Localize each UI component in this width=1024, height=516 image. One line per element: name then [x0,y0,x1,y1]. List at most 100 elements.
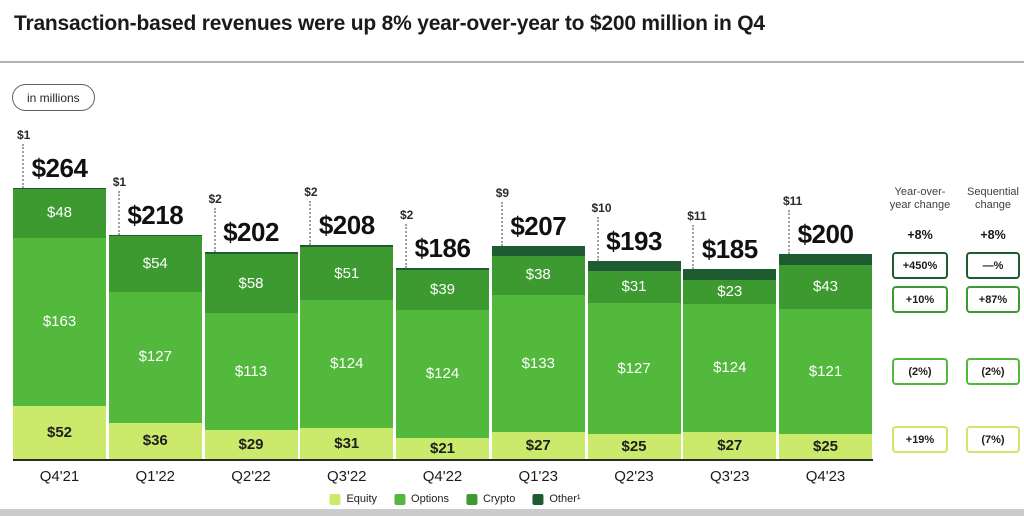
other-callout-label-q1-23: $9 [495,186,510,201]
yoy-change-box-crypto: +10% [892,286,948,313]
bar-segment-q3-22-crypto [300,247,394,301]
bar-total-label-q4-21: $264 [31,152,88,183]
seq-change-box-equity: (7%) [966,426,1020,453]
seq-total-change: +8% [980,228,1006,242]
x-axis-label-q4-21: Q4'21 [39,468,80,485]
other-callout-label-q4-21: $1 [17,127,31,142]
legend-label-options: Options [411,493,449,505]
bar-segment-q4-23-equity [779,434,872,460]
bar-segment-q1-23-other [491,246,585,256]
legend-item-equity: Equity [329,493,377,505]
equity-legend-swatch-icon [329,493,341,505]
bar-segment-q2-23-other [587,260,681,272]
bar-segment-q2-22-other [204,251,298,254]
bar-segment-q4-22-crypto [396,270,489,311]
bar-total-label-q1-22: $218 [127,200,184,231]
legend: Equity Options Crypto Other¹ [329,493,581,505]
bar-segment-q4-21-crypto [13,188,106,239]
bar-segment-q3-23-crypto [683,280,777,305]
bar-total-label-q4-23: $200 [797,218,854,249]
units-badge-label: in millions [27,90,80,105]
x-axis-label-q3-23: Q3'23 [709,468,750,485]
legend-label-crypto: Crypto [482,493,516,505]
x-axis-label-q1-22: Q1'22 [135,468,176,485]
legend-item-other: Other¹ [532,493,581,505]
other-callout-line-q1-22 [117,191,120,236]
x-axis-label-q4-23: Q4'23 [805,468,846,485]
seq-change-box-other: —% [966,252,1020,279]
page-title: Transaction-based revenues were up 8% ye… [14,12,765,35]
yoy-total-change: +8% [907,228,933,242]
other-callout-label-q1-22: $1 [112,175,127,190]
seq-change-box-crypto: +87% [966,286,1020,313]
other-callout-line-q4-23 [788,209,790,254]
legend-label-equity: Equity [346,493,378,505]
bar-segment-q1-23-options [491,294,585,433]
bar-segment-q4-23-crypto [779,264,872,310]
bar-segment-q4-22-equity [396,438,489,460]
bar-total-label-q4-22: $186 [414,233,471,264]
bar-segment-q1-23-crypto [491,255,585,295]
bar-segment-q1-22-other [108,235,202,237]
bar-segment-q3-23-other [683,269,777,281]
yoy-change-box-equity: +19% [892,426,948,453]
x-axis-label-q2-23: Q2'23 [614,468,654,485]
units-badge: in millions [12,84,95,111]
bar-total-label-q2-23: $193 [606,225,662,256]
other-legend-swatch-icon [532,493,544,505]
x-axis-label-q2-22: Q2'22 [231,468,271,485]
yoy-header: Year-over-year change [889,186,951,211]
legend-item-crypto: Crypto [465,493,516,505]
seq-header: Sequential change [967,186,1019,211]
x-axis-label-q1-23: Q1'23 [518,468,559,485]
bar-segment-q3-23-equity [683,432,777,460]
other-callout-label-q3-23: $11 [687,209,707,224]
bar-segment-q3-22-equity [300,428,394,460]
bar-segment-q4-21-options [13,238,106,407]
title-divider [0,61,1024,63]
legend-item-options: Options [394,493,449,505]
other-callout-line-q3-23 [692,225,695,270]
other-callout-label-q2-22: $2 [208,191,222,206]
other-callout-line-q2-23 [596,216,599,261]
bar-segment-q3-22-other [300,245,394,248]
yoy-change-box-other: +450% [892,252,948,279]
other-callout-line-q4-22 [405,224,407,269]
bar-segment-q4-22-other [396,268,489,271]
bar-segment-q3-22-options [300,300,394,428]
bar-segment-q2-23-options [587,303,681,435]
bar-total-label-q1-23: $207 [510,211,567,242]
bar-segment-q4-21-equity [13,406,106,460]
other-callout-label-q4-23: $11 [783,193,803,208]
other-callout-line-q1-23 [500,202,503,247]
bar-segment-q1-22-crypto [108,236,202,292]
bar-segment-q4-21-other [13,187,106,189]
bar-total-label-q3-23: $185 [701,234,758,265]
other-callout-label-q4-22: $2 [400,208,414,223]
x-axis-label-q3-22: Q3'22 [326,468,367,485]
bar-segment-q2-23-crypto [587,271,681,304]
bar-segment-q2-22-options [204,313,298,431]
x-axis-line [13,459,873,461]
bar-segment-q3-23-options [683,304,777,433]
other-callout-label-q3-22: $2 [304,185,318,200]
crypto-legend-swatch-icon [465,493,477,505]
bar-segment-q4-23-other [779,253,872,265]
bottom-strip [0,509,1024,516]
bar-segment-q2-22-equity [204,430,298,460]
bar-segment-q1-22-equity [108,422,202,460]
bar-segment-q4-22-options [396,310,489,439]
bar-segment-q1-23-equity [491,432,585,460]
other-callout-line-q4-21 [22,143,24,188]
other-callout-line-q3-22 [309,201,312,246]
options-legend-swatch-icon [394,493,406,505]
other-callout-label-q2-23: $10 [591,200,612,215]
yoy-change-box-options: (2%) [892,358,948,385]
other-callout-line-q2-22 [213,207,216,252]
bar-segment-q2-22-crypto [204,253,298,314]
seq-change-box-options: (2%) [966,358,1020,385]
bar-total-label-q3-22: $208 [318,210,375,241]
x-axis-label-q4-22: Q4'22 [422,468,463,485]
